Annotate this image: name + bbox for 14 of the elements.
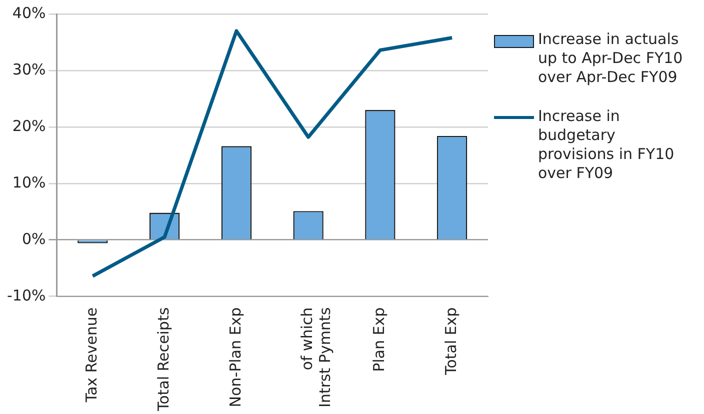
y-tick-label: -10% <box>6 286 46 304</box>
y-tick-label: 40% <box>12 4 46 22</box>
y-tick-label: 10% <box>12 173 46 192</box>
y-tick-label: 30% <box>12 60 46 78</box>
x-tick-label: Non-Plan Exp <box>226 307 244 408</box>
y-tick-label: 0% <box>22 230 46 248</box>
x-tick-label: Total Receipts <box>154 307 172 412</box>
legend-label: Increase in actuals up to Apr-Dec FY10 over Apr-Dec FY09 <box>538 30 684 87</box>
x-tick-label: of which Intrst Pymnts <box>298 307 334 408</box>
x-tick-label: Plan Exp <box>370 307 388 372</box>
x-tick-label: Tax Revenue <box>82 307 101 404</box>
legend-label: Increase in budgetary provisions in FY10 over FY09 <box>538 107 676 183</box>
y-tick-label: 20% <box>12 116 46 135</box>
x-tick-label: Total Exp <box>442 307 460 376</box>
